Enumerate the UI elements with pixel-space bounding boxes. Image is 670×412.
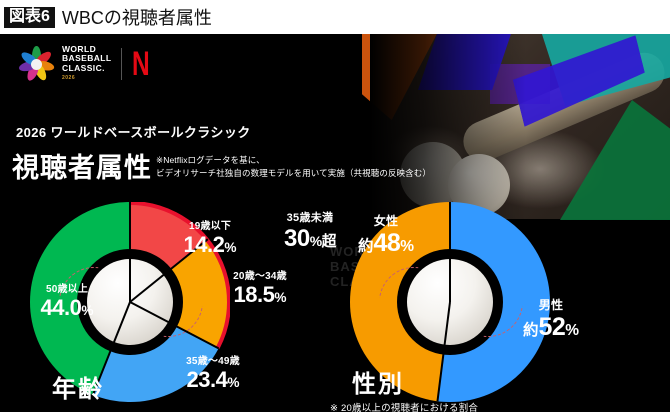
figure-header: 図表6 WBCの視聴者属性 (0, 0, 670, 34)
age-callout-under35: 35歳未満 30%超 (284, 212, 336, 252)
brand-row: WORLD BASEBALL CLASSIC. 2026 N (16, 44, 156, 84)
age-label-under19: 19歳以下 14.2% (183, 221, 237, 257)
sex-category-label: 性別 (352, 371, 404, 398)
methodology-note-line-2: ビデオリサーチ社独自の数理モデルを用いて実施（共視聴の反映含む） (156, 167, 431, 178)
wbc-line-1: WORLD (62, 43, 97, 54)
wbc-line-2: BASEBALL (62, 53, 112, 63)
page-title: WBCの視聴者属性 (61, 8, 212, 28)
photo-fade-overlay (370, 34, 670, 219)
sex-donut-chart (350, 202, 550, 402)
slice-separator (449, 202, 451, 302)
brand-divider (121, 48, 123, 80)
age-category-label: 年齢 (52, 376, 104, 403)
wbc-line-3: CLASSIC. (62, 62, 105, 73)
slice-separator (129, 202, 131, 302)
age-label-50plus: 50歳以上 44.0% (40, 284, 94, 320)
netflix-logo-icon: N (132, 45, 150, 83)
wbc-year: 2026 (62, 75, 76, 81)
event-subtitle: 2026 ワールドベースボールクラシック (16, 125, 251, 140)
sex-footnote: ※ 20歳以上の視聴者における割合 (330, 403, 479, 412)
age-donut-chart (30, 202, 230, 402)
age-label-20to34: 20歳〜34歳 18.5% (233, 271, 287, 307)
figure-number-badge: 図表6 (4, 6, 55, 28)
sex-label-female: 女性 約48% (357, 214, 415, 257)
age-label-35to49: 35歳〜49歳 23.4% (186, 356, 240, 392)
age-highlight-outline (129, 202, 230, 349)
methodology-note: ※Netflixログデータを基に、 ビデオリサーチ社独自の数理モデルを用いて実施… (156, 154, 431, 179)
wbc-pinwheel-icon (16, 44, 56, 84)
methodology-note-line-1: ※Netflixログデータを基に、 (156, 155, 265, 165)
sex-label-male: 男性 約52% (522, 298, 580, 341)
slide-title: 視聴者属性 (12, 153, 152, 183)
wbc-wordmark: WORLD BASEBALL CLASSIC. 2026 (62, 43, 112, 84)
